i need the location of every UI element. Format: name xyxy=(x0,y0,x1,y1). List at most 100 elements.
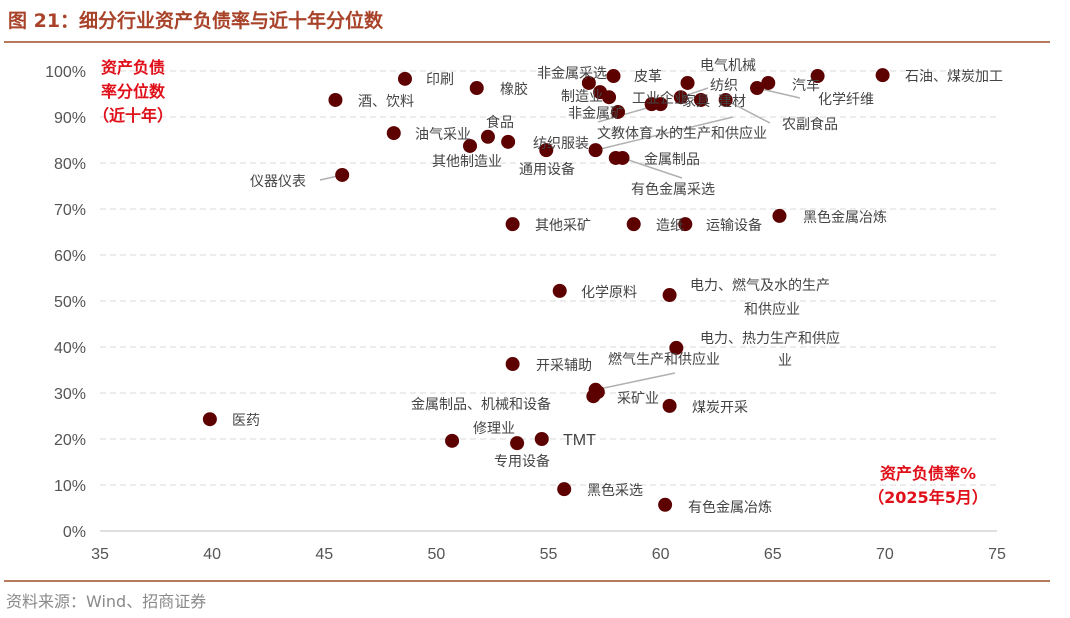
data-point xyxy=(557,482,572,497)
x-tick-label: 35 xyxy=(91,546,109,563)
point-label: 食品 xyxy=(486,114,514,131)
point-label: 非金属采选 xyxy=(537,66,607,82)
data-point xyxy=(386,126,401,141)
point-label: 橡胶 xyxy=(500,81,528,98)
point-label: 其他采矿 xyxy=(535,218,591,234)
x-tick-label: 55 xyxy=(540,546,558,563)
data-point xyxy=(539,143,554,158)
y-tick-label: 40% xyxy=(54,340,86,357)
point-label: 油气采业 xyxy=(415,127,471,143)
x-tick-label: 75 xyxy=(988,546,1006,563)
leader-line xyxy=(622,157,683,179)
data-point xyxy=(590,385,605,400)
data-point xyxy=(335,167,350,182)
data-point xyxy=(875,68,890,83)
data-point xyxy=(669,340,684,355)
data-point xyxy=(662,398,677,413)
point-label: 水的生产和供应业 xyxy=(655,125,767,142)
x-tick-label: 50 xyxy=(427,546,445,563)
point-label: 采矿业 xyxy=(617,391,659,407)
data-point xyxy=(505,217,520,232)
data-point xyxy=(673,90,688,105)
data-point xyxy=(397,71,412,86)
footer-divider xyxy=(4,580,1050,582)
x-tick-label: 70 xyxy=(876,546,894,563)
figure-title: 图 21：细分行业资产负债率与近十年分位数 xyxy=(8,10,384,32)
point-label: 电力、热力生产和供应业 xyxy=(700,330,840,369)
point-label: 煤炭开采 xyxy=(692,400,748,416)
data-point xyxy=(810,69,825,84)
y-axis-title: （近十年） xyxy=(93,106,173,125)
data-point xyxy=(611,104,626,119)
data-point xyxy=(662,288,677,303)
point-label: 石油、煤炭加工 xyxy=(905,69,1003,85)
data-point xyxy=(328,92,343,107)
data-point xyxy=(658,497,673,512)
point-label: 文教体育 xyxy=(597,126,653,142)
data-point xyxy=(588,143,603,158)
point-label: 农副食品 xyxy=(782,116,838,133)
x-tick-label: 65 xyxy=(764,546,782,563)
data-point xyxy=(602,90,617,105)
point-label: 开采辅助 xyxy=(536,358,592,374)
point-label: 制造业 xyxy=(561,89,603,105)
data-point xyxy=(202,412,217,427)
data-point xyxy=(678,217,693,232)
data-point xyxy=(606,69,621,84)
leader-line xyxy=(725,99,771,124)
point-label: 仪器仪表 xyxy=(250,174,306,190)
point-label: 有色金属冶炼 xyxy=(688,499,772,516)
y-axis-title: 率分位数 xyxy=(101,82,166,101)
x-tick-label: 45 xyxy=(315,546,333,563)
y-tick-label: 20% xyxy=(54,432,86,449)
point-label: 通用设备 xyxy=(519,161,575,178)
title-divider xyxy=(4,41,1050,43)
data-point xyxy=(534,432,549,446)
point-label: 皮革 xyxy=(634,69,662,85)
y-axis-title: 资产负债 xyxy=(101,58,165,77)
data-point xyxy=(615,150,630,165)
point-label: TMT xyxy=(563,432,596,449)
point-label: 酒、饮料 xyxy=(358,94,414,110)
data-point xyxy=(680,75,695,90)
x-axis-title: 资产负债率% xyxy=(880,464,976,483)
point-label: 医药 xyxy=(232,413,260,429)
point-label: 建材 xyxy=(718,94,746,110)
point-label: 专用设备 xyxy=(494,453,550,470)
data-point xyxy=(505,357,520,372)
point-label: 纺织 xyxy=(710,78,738,94)
point-label: 有色金属采选 xyxy=(631,181,715,198)
data-point xyxy=(626,217,641,232)
point-label: 化学原料 xyxy=(581,285,637,301)
point-label: 电气机械 xyxy=(700,58,756,74)
x-tick-label: 40 xyxy=(203,546,221,563)
point-label: 印刷 xyxy=(426,72,454,88)
data-point xyxy=(761,75,776,90)
point-label: 金属制品 xyxy=(644,152,700,168)
x-axis-title: （2025年5月） xyxy=(868,488,988,507)
data-point xyxy=(693,92,708,107)
y-tick-label: 0% xyxy=(63,524,86,541)
point-label: 燃气生产和供应业 xyxy=(608,351,720,368)
x-tick-label: 60 xyxy=(652,546,670,563)
y-tick-label: 50% xyxy=(54,294,86,311)
point-label: 其他制造业 xyxy=(432,154,502,170)
data-point xyxy=(552,283,567,298)
data-point xyxy=(510,436,525,451)
data-point xyxy=(469,81,484,96)
point-label: 非金属矿 xyxy=(568,106,624,122)
y-tick-label: 80% xyxy=(54,156,86,173)
data-point xyxy=(501,134,516,149)
data-point xyxy=(463,138,478,153)
point-label: 汽车 xyxy=(792,77,820,94)
point-label: 工业企业 xyxy=(632,90,688,107)
point-label: 家具 xyxy=(682,93,710,110)
point-label: 电力、燃气及水的生产和供应业 xyxy=(690,277,830,318)
point-label: 黑色金属冶炼 xyxy=(803,209,887,226)
y-tick-label: 30% xyxy=(54,386,86,403)
data-point xyxy=(445,433,460,448)
y-tick-label: 100% xyxy=(45,64,86,81)
y-tick-label: 70% xyxy=(54,202,86,219)
source-note: 资料来源：Wind、招商证券 xyxy=(6,592,207,611)
